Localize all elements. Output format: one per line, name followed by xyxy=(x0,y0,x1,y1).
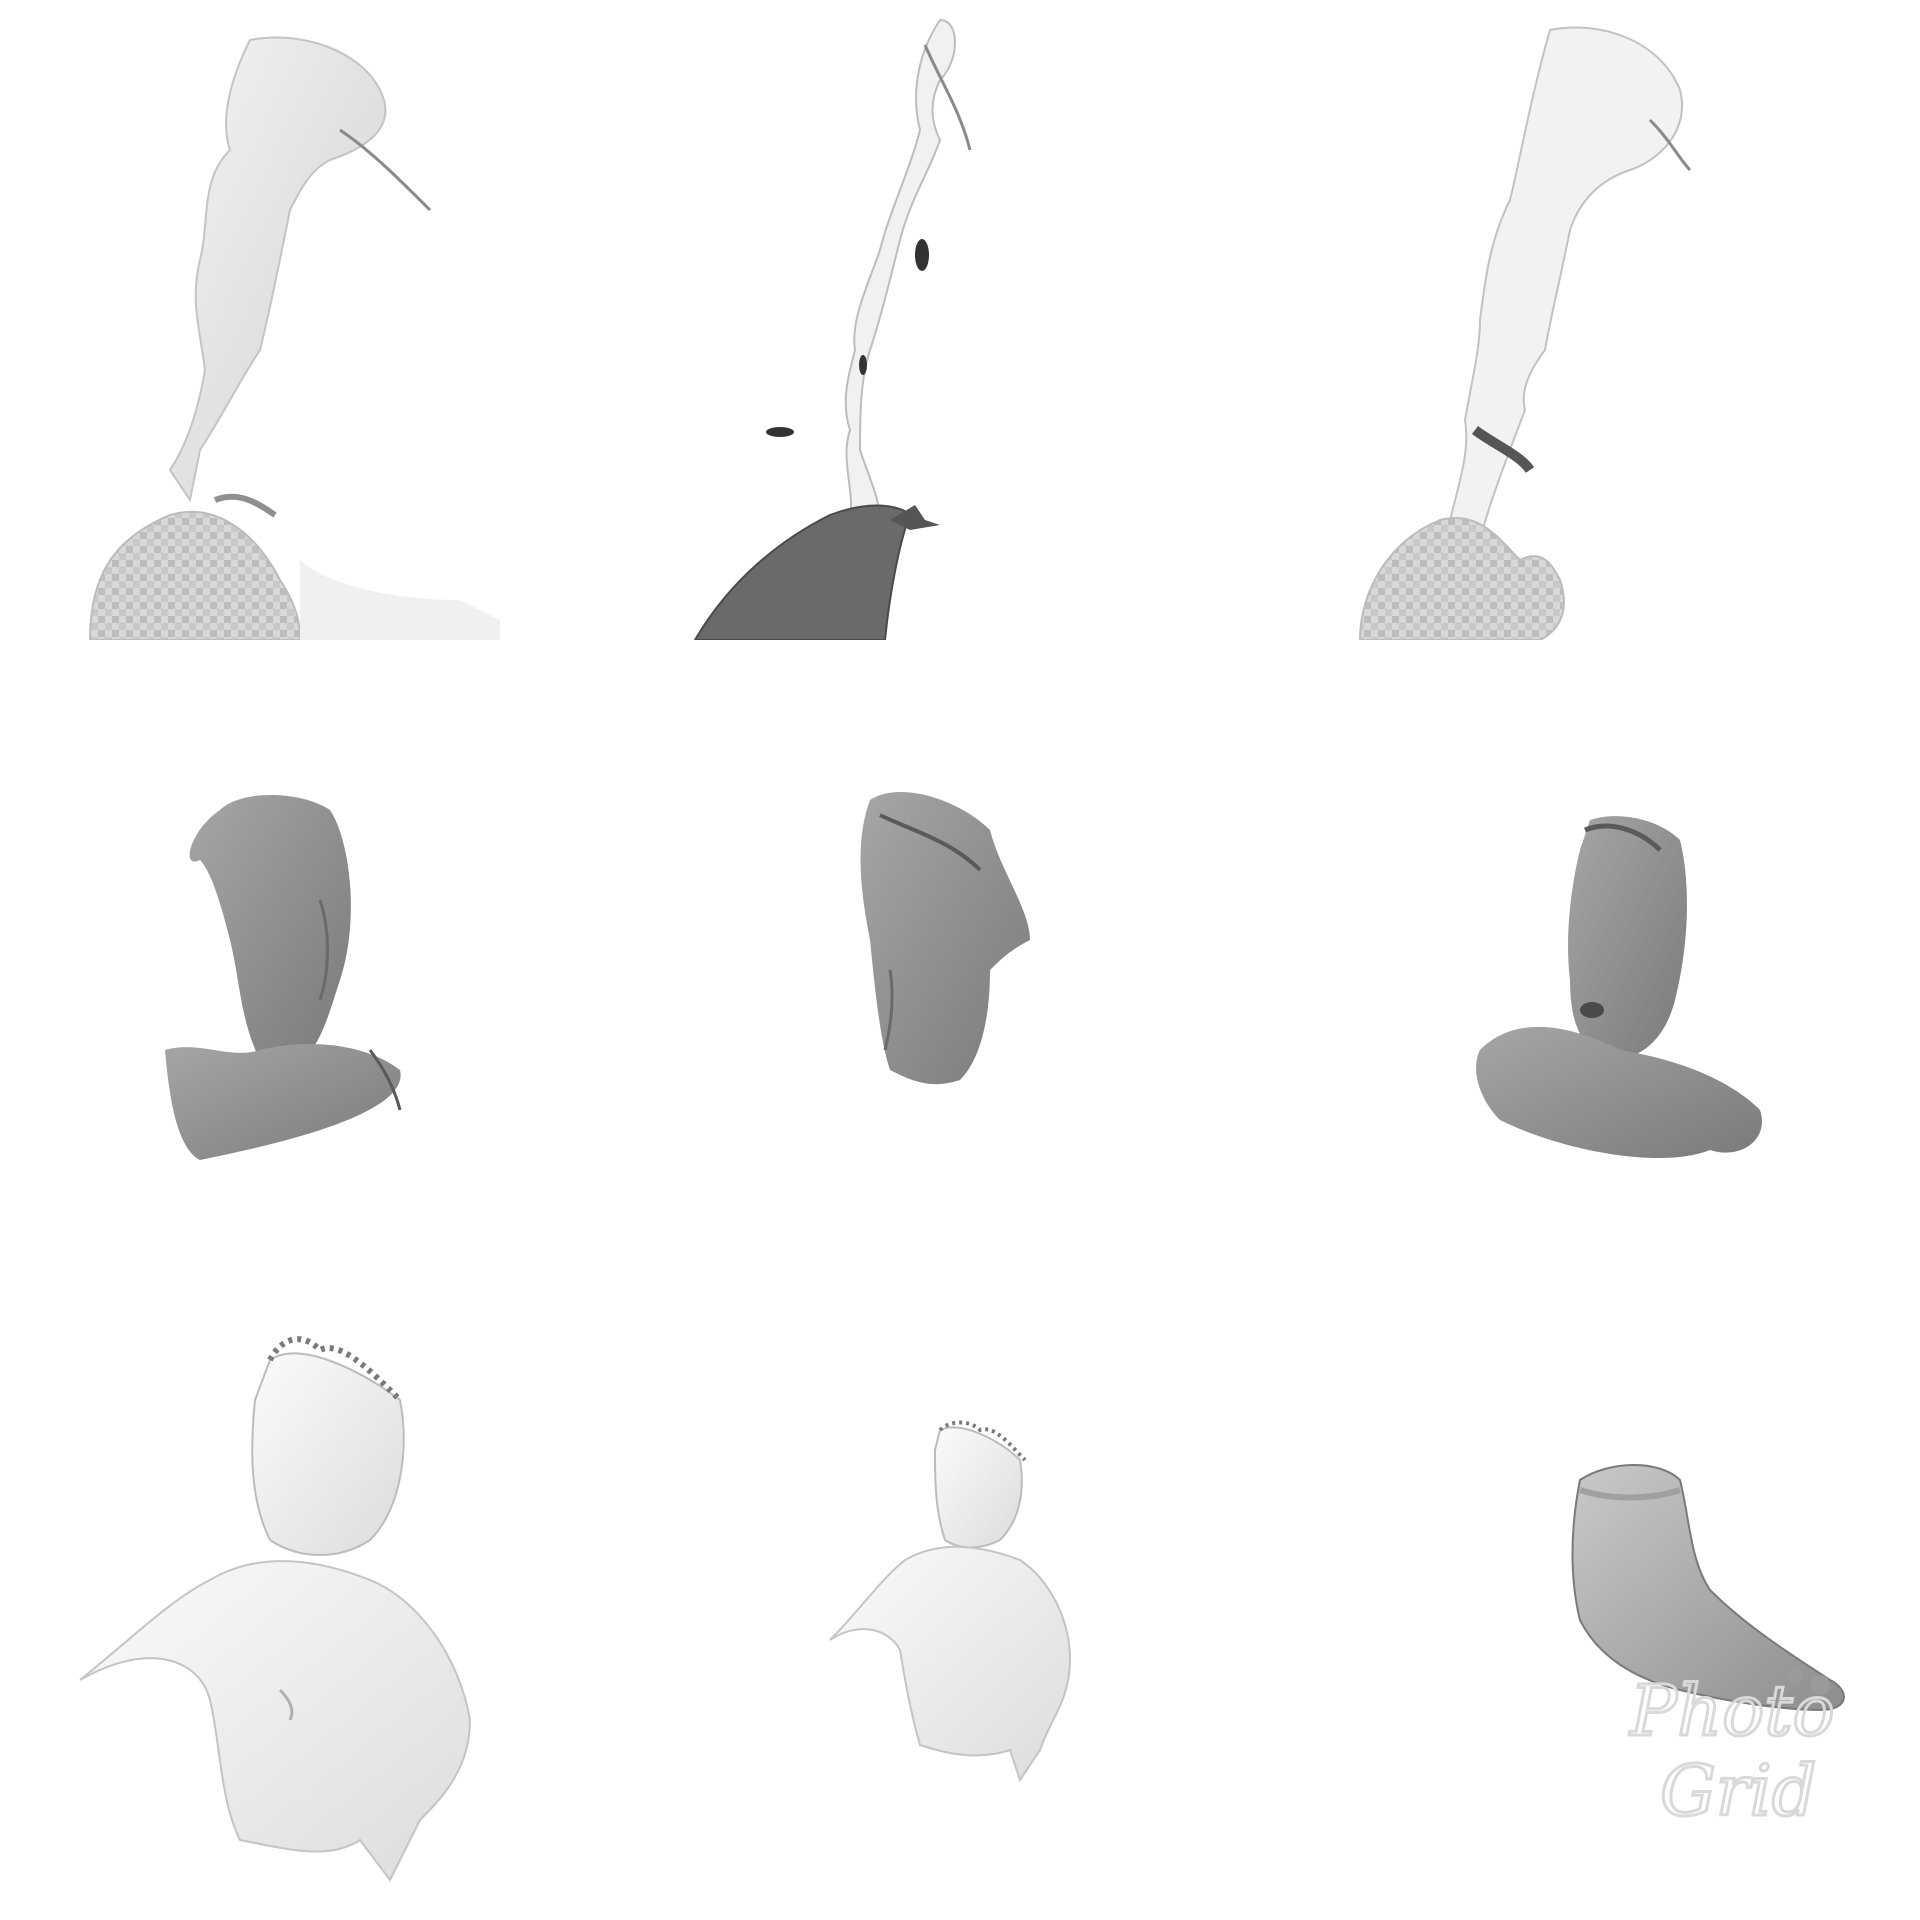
bust-head-small xyxy=(933,1426,1023,1549)
mesh-row2-right xyxy=(1280,640,1920,1280)
shoulders-mesh-right xyxy=(1476,1026,1762,1159)
head-silhouette-right xyxy=(1448,26,1683,542)
mesh-row2-left-image xyxy=(165,795,402,1160)
scan-row1-right xyxy=(1280,0,1920,640)
face-open-mouth-mesh xyxy=(1568,816,1687,1060)
bust-row3-center-image xyxy=(829,1420,1072,1783)
bust-row3-center xyxy=(640,1280,1280,1920)
mesh-row2-center-image xyxy=(860,791,1030,1085)
scan-row1-left-image xyxy=(88,36,500,640)
head-silhouette xyxy=(168,36,387,503)
mesh-row2-right-image xyxy=(1476,816,1762,1159)
mesh-row2-left xyxy=(0,640,640,1280)
face-mesh xyxy=(189,795,351,1060)
foot-scan xyxy=(1571,1464,1845,1712)
bust-torso-small xyxy=(829,1545,1072,1783)
shirt-region xyxy=(88,510,302,640)
bust-row3-left xyxy=(0,1280,640,1920)
bust-torso xyxy=(79,1560,472,1882)
face-only-mesh xyxy=(860,791,1030,1085)
foot-row3-right xyxy=(1280,1280,1920,1920)
bust-row3-left-image xyxy=(79,1336,472,1882)
mesh-row2-center xyxy=(640,640,1280,1280)
foot-row3-right-image xyxy=(1571,1464,1845,1712)
scan-row1-center-image xyxy=(693,18,972,640)
hair-region xyxy=(693,504,912,640)
scan-row1-right-image xyxy=(1358,26,1692,640)
scan-row1-left xyxy=(0,0,640,640)
mouth xyxy=(1580,1002,1604,1018)
bust-head xyxy=(251,1352,405,1556)
face-profile xyxy=(844,18,956,521)
shoulders-mesh xyxy=(165,1044,401,1160)
scan-row1-center xyxy=(640,0,1280,640)
dark-patch xyxy=(915,239,929,271)
shirt-region-right xyxy=(1358,517,1565,640)
